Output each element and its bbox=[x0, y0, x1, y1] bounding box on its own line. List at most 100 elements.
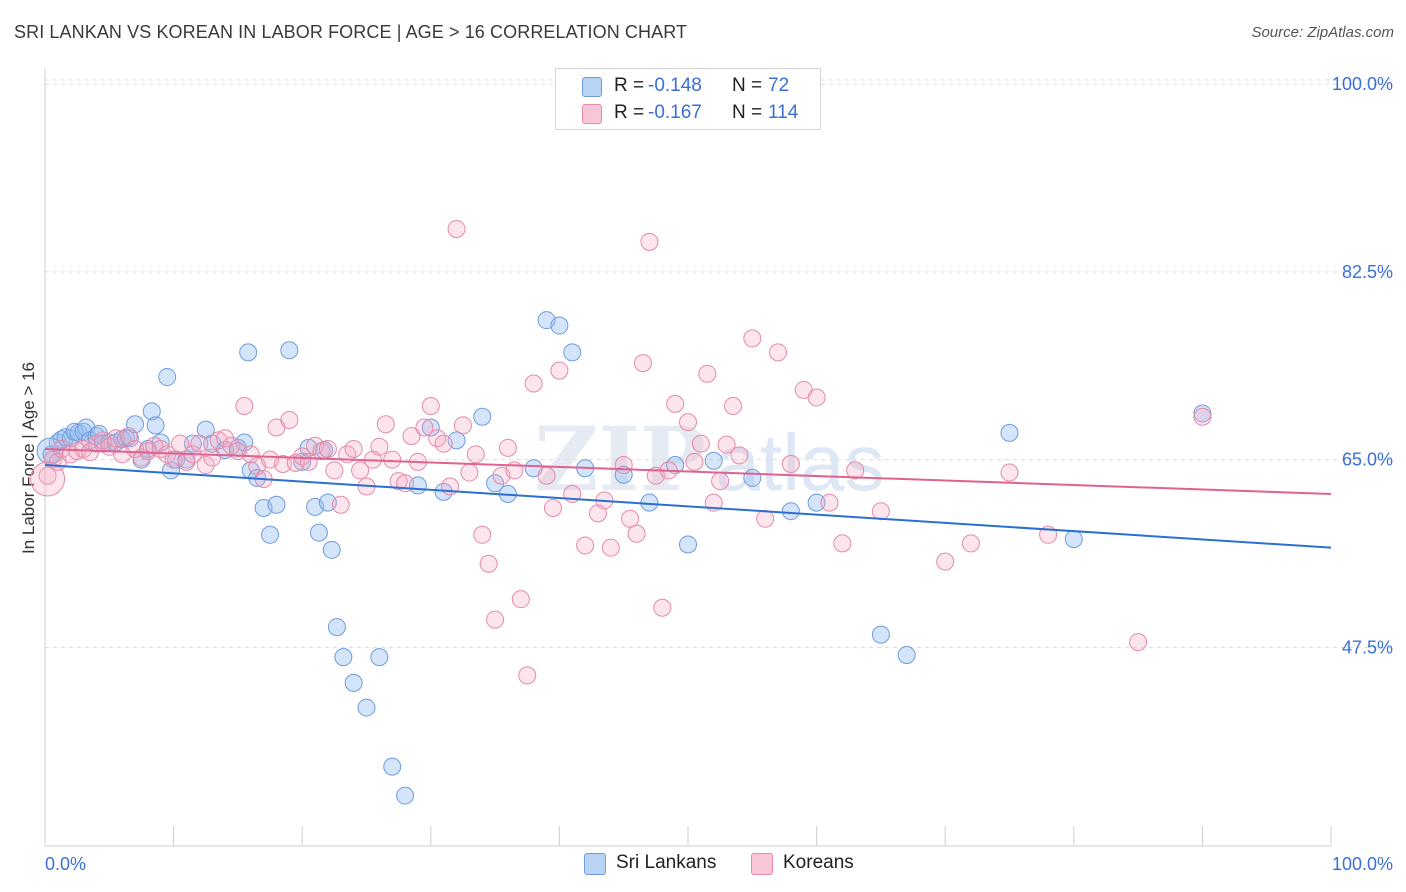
korean-point bbox=[479, 554, 498, 573]
korean-point bbox=[756, 509, 775, 528]
sri-lankan-point bbox=[473, 407, 492, 426]
korean-point bbox=[524, 374, 543, 393]
korean-point bbox=[376, 415, 395, 434]
korean-point bbox=[389, 472, 408, 491]
korean-point bbox=[743, 329, 762, 348]
series-sri-lankans bbox=[36, 311, 1212, 805]
sri-lankan-point bbox=[383, 757, 402, 776]
korean-point bbox=[685, 452, 704, 471]
korean-point bbox=[711, 472, 730, 491]
x-tick-label: 0.0% bbox=[45, 854, 86, 874]
korean-point bbox=[434, 434, 453, 453]
sri-lankan-point bbox=[357, 698, 376, 717]
sri-lankan-point bbox=[261, 525, 280, 544]
korean-point bbox=[402, 427, 421, 446]
korean-point bbox=[640, 232, 659, 251]
korean-point bbox=[1000, 463, 1019, 482]
korean-point bbox=[453, 416, 472, 435]
sri-lankan-point bbox=[781, 502, 800, 521]
korean-point bbox=[807, 388, 826, 407]
sri-lankan-point bbox=[126, 415, 145, 434]
y-axis-label: In Labor Force | Age > 16 bbox=[19, 362, 38, 554]
y-tick-label: 100.0% bbox=[1332, 74, 1393, 94]
korean-point bbox=[318, 439, 337, 458]
grid-layer bbox=[45, 79, 1392, 648]
korean-trend-line bbox=[44, 447, 1332, 496]
sri-lankan-point bbox=[146, 416, 165, 435]
sri-lankan-point bbox=[486, 474, 505, 493]
legend-n-label: N = bbox=[732, 102, 763, 123]
legend-r-value: -0.148 bbox=[648, 75, 702, 96]
korean-point bbox=[203, 448, 222, 467]
korean-point bbox=[460, 463, 479, 482]
bottom-legend-swatch-sri-lankans bbox=[584, 853, 606, 875]
sri-lankan-point bbox=[1064, 530, 1083, 549]
korean-point bbox=[486, 610, 505, 629]
korean-point bbox=[614, 456, 633, 475]
korean-point bbox=[576, 536, 595, 555]
sri-lankan-point bbox=[158, 368, 177, 387]
sri-lankan-point bbox=[183, 434, 202, 453]
legend-r-label: R = bbox=[614, 102, 645, 123]
korean-point bbox=[331, 495, 350, 514]
korean-point bbox=[190, 434, 209, 453]
y-tick-label: 82.5% bbox=[1342, 262, 1393, 282]
legend-r-value: -0.167 bbox=[648, 102, 702, 123]
korean-point bbox=[421, 397, 440, 416]
korean-point bbox=[621, 509, 640, 528]
legend-n-value: 72 bbox=[768, 75, 790, 96]
korean-point bbox=[653, 598, 672, 617]
korean-point bbox=[466, 445, 485, 464]
korean-point bbox=[216, 429, 235, 448]
korean-point bbox=[936, 552, 955, 571]
korean-point bbox=[730, 446, 749, 465]
korean-point bbox=[550, 361, 569, 380]
korean-point bbox=[627, 524, 646, 543]
korean-point bbox=[235, 397, 254, 416]
sri-lankan-point bbox=[679, 535, 697, 554]
legend-n-label: N = bbox=[732, 75, 763, 96]
korean-point bbox=[415, 418, 434, 437]
korean-point bbox=[601, 538, 620, 557]
sri-lankan-point bbox=[334, 648, 353, 667]
korean-point bbox=[537, 466, 556, 485]
sri-lankan-point bbox=[396, 786, 415, 805]
sri-lankan-point bbox=[327, 618, 346, 637]
korean-point bbox=[871, 502, 890, 521]
bottom-legend-label-koreans: Koreans bbox=[783, 852, 854, 873]
bottom-legend-swatch-koreans bbox=[751, 853, 773, 875]
korean-point bbox=[833, 534, 852, 553]
korean-point bbox=[280, 410, 299, 429]
sri-lankan-point bbox=[807, 493, 826, 512]
korean-point bbox=[961, 534, 980, 553]
korean-point bbox=[820, 493, 839, 512]
zipatlas-watermark: ZIP atlas bbox=[534, 407, 884, 511]
y-tick-label: 47.5% bbox=[1342, 637, 1393, 657]
sri-lankan-point bbox=[239, 343, 258, 362]
korean-point bbox=[447, 219, 466, 238]
legend-swatch-sri-lankans bbox=[582, 77, 602, 97]
korean-point bbox=[679, 413, 697, 432]
sri-lankan-point bbox=[871, 625, 890, 644]
legend-r-label: R = bbox=[614, 75, 645, 96]
x-tick-label: 100.0% bbox=[1332, 854, 1393, 874]
korean-point bbox=[273, 454, 292, 473]
sri-lankan-point bbox=[897, 645, 916, 664]
sri-lankan-trend-line bbox=[44, 464, 1332, 549]
correlation-legend: R = -0.148 N = 72 R = -0.167 N = 114 bbox=[555, 68, 821, 130]
korean-point bbox=[351, 461, 370, 480]
legend-swatch-koreans bbox=[582, 104, 602, 124]
sri-lankan-point bbox=[370, 648, 389, 667]
trend-layer bbox=[44, 447, 1332, 549]
korean-point bbox=[38, 466, 57, 485]
korean-point bbox=[633, 354, 652, 373]
korean-point bbox=[473, 525, 492, 544]
korean-point bbox=[846, 461, 865, 480]
sri-lankan-point bbox=[550, 316, 569, 335]
korean-point bbox=[370, 437, 389, 456]
chart-title: SRI LANKAN VS KOREAN IN LABOR FORCE | AG… bbox=[14, 22, 688, 42]
korean-point bbox=[691, 434, 710, 453]
sri-lankan-point bbox=[614, 465, 633, 484]
sri-lankan-point bbox=[142, 402, 161, 421]
sri-lankan-point bbox=[344, 673, 363, 692]
